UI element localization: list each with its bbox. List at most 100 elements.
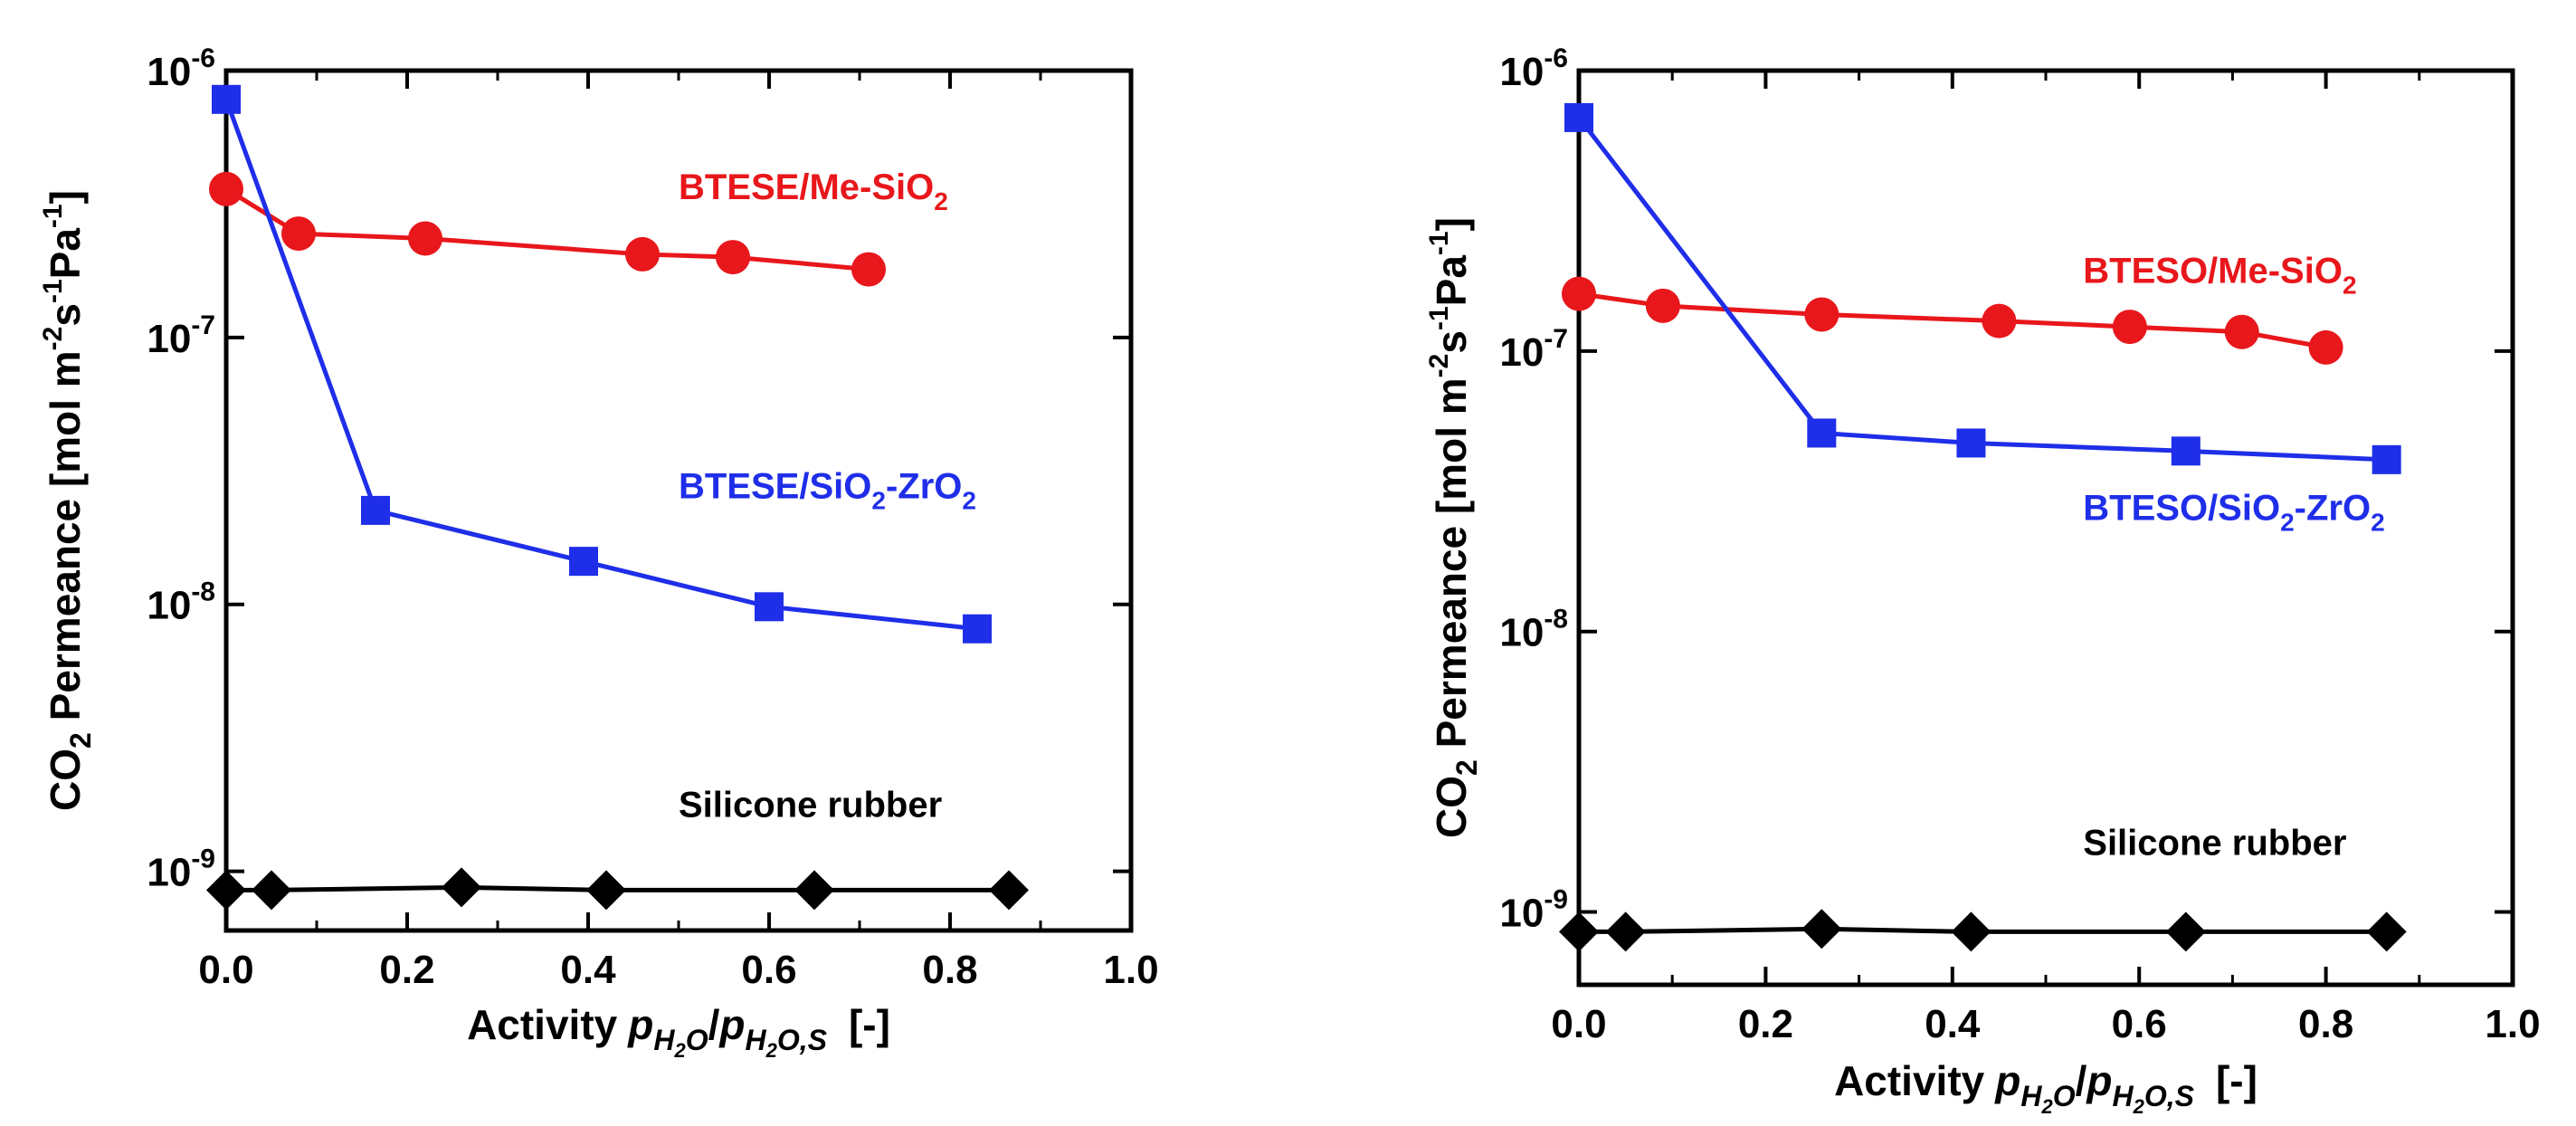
data-point-circle xyxy=(1982,303,2017,339)
y-axis-label-sup: -1 xyxy=(1424,231,1454,255)
y-tick-base: 10 xyxy=(1499,892,1544,936)
series-label-text: -ZrO xyxy=(2295,488,2371,528)
series-label-text: BTESO/SiO xyxy=(2083,488,2280,528)
data-point-circle xyxy=(2112,310,2147,345)
x-axis-label-slash: / xyxy=(2076,1057,2087,1104)
y-tick-exponent: -8 xyxy=(1544,605,1568,635)
x-axis-label-sub: O,S xyxy=(2144,1080,2195,1112)
x-tick-label: 0.2 xyxy=(379,948,434,992)
data-point-square xyxy=(2372,444,2401,474)
x-axis-label-unit: [-] xyxy=(849,1001,890,1048)
series-label-sub: 2 xyxy=(962,486,976,514)
data-point-square xyxy=(1807,418,1837,448)
series-label-text: BTESE/SiO xyxy=(679,466,871,506)
data-point-square xyxy=(212,84,241,114)
data-point-diamond xyxy=(206,870,246,911)
series-label-text: BTESO/Me-SiO xyxy=(2083,252,2343,291)
y-axis-label-sup: -2 xyxy=(1424,354,1454,378)
data-point-diamond xyxy=(442,867,481,908)
y-axis-label: CO2 Permeance [mol m-2s-1Pa-1] xyxy=(38,190,97,811)
data-point-circle xyxy=(1645,288,1680,323)
x-axis-label-p: p xyxy=(626,1001,653,1048)
x-tick-label: 1.0 xyxy=(2485,1002,2540,1046)
y-tick-label: 10-6 xyxy=(1499,43,1568,94)
x-axis-label-text: Activity xyxy=(1834,1057,1985,1104)
data-point-square xyxy=(755,592,784,622)
y-axis-label-sub: 2 xyxy=(1450,759,1483,776)
y-tick-base: 10 xyxy=(147,317,191,361)
y-axis-label-text: s xyxy=(1428,330,1475,354)
x-axis-label-sub: H xyxy=(2112,1080,2134,1112)
series-line xyxy=(1578,291,2327,350)
y-axis-label-text: s xyxy=(42,303,89,327)
panel-left: 0.0 0.2 0.4 0.6 0.8 1.010-910-810-710-6Activi… xyxy=(38,43,1159,1062)
y-axis-label-text: Pa xyxy=(42,228,89,280)
series-label-sub: 2 xyxy=(934,187,948,215)
series-label: BTESE/SiO2-ZrO2 xyxy=(679,466,976,514)
data-point-square xyxy=(361,495,390,525)
x-axis-label-p: p xyxy=(1993,1057,2020,1104)
data-point-circle xyxy=(1804,297,1839,332)
x-axis-label-p: p xyxy=(718,1001,745,1048)
data-point-square xyxy=(2171,436,2201,466)
data-point-square xyxy=(569,547,598,577)
x-axis-label: Activity pH2O/pH2O,S [-] xyxy=(467,1001,890,1062)
y-axis-label-text: ] xyxy=(42,190,89,204)
series-label-sub: 2 xyxy=(2371,508,2385,536)
series-label: BTESO/Me-SiO2 xyxy=(2083,252,2356,300)
y-tick-label: 10-8 xyxy=(147,577,215,628)
x-axis-label-sub: O xyxy=(2053,1080,2076,1112)
x-axis-label-sub: 2 xyxy=(2040,1095,2053,1118)
data-point-diamond xyxy=(1605,911,1646,952)
x-tick-label: 1.0 xyxy=(1103,948,1158,992)
x-tick-label: 0.8 xyxy=(2298,1002,2353,1046)
x-axis-label-sub: H xyxy=(653,1024,675,1056)
y-axis-label-text: ] xyxy=(1428,217,1475,231)
y-tick-label: 10-9 xyxy=(1499,885,1568,936)
data-point-square xyxy=(1956,428,1986,458)
x-tick-label: 0.4 xyxy=(560,948,616,992)
series-label-text: Silicone rubber xyxy=(679,785,942,825)
x-axis-label-unit: [-] xyxy=(2216,1057,2258,1104)
series-label: Silicone rubber xyxy=(2083,823,2346,863)
series-label-text: -ZrO xyxy=(886,466,962,506)
y-axis-label-text: Permeance [mol m xyxy=(1428,377,1475,759)
y-tick-label: 10-8 xyxy=(1499,605,1568,655)
data-point-circle xyxy=(716,240,750,275)
y-tick-exponent: -7 xyxy=(1544,324,1568,354)
x-axis-label-sub: H xyxy=(2020,1080,2042,1112)
data-point-square xyxy=(1564,102,1593,132)
x-tick-label: 0.6 xyxy=(2112,1002,2167,1046)
panel-right: 0.0 0.2 0.4 0.6 0.8 1.010-910-810-710-6Activi… xyxy=(1424,43,2541,1118)
y-tick-label: 10-6 xyxy=(147,43,215,94)
data-point-diamond xyxy=(586,870,626,911)
x-axis-label-sub: O xyxy=(686,1024,708,1056)
data-point-circle xyxy=(281,216,316,252)
x-axis-label-sub: 2 xyxy=(673,1039,686,1062)
y-tick-base: 10 xyxy=(1499,330,1544,375)
data-point-circle xyxy=(209,171,243,206)
data-point-circle xyxy=(2224,314,2259,349)
y-tick-base: 10 xyxy=(1499,611,1544,655)
y-tick-exponent: -7 xyxy=(191,310,215,340)
y-tick-exponent: -9 xyxy=(191,844,215,874)
series-label: BTESE/Me-SiO2 xyxy=(679,167,948,215)
data-point-diamond xyxy=(1801,909,1842,949)
series-label-sub: 2 xyxy=(2343,272,2357,300)
y-axis-label-co: CO xyxy=(1428,776,1475,838)
data-point-diamond xyxy=(2165,911,2206,952)
y-tick-base: 10 xyxy=(147,584,191,628)
y-tick-base: 10 xyxy=(147,851,191,895)
data-point-circle xyxy=(2308,329,2343,365)
series-label: BTESO/SiO2-ZrO2 xyxy=(2083,488,2384,536)
data-point-circle xyxy=(408,221,442,256)
y-tick-base: 10 xyxy=(1499,50,1544,94)
x-axis-label-p: p xyxy=(2085,1057,2112,1104)
data-point-square xyxy=(963,614,992,644)
y-axis-label-text: Pa xyxy=(1428,255,1475,307)
x-axis-label-slash: / xyxy=(708,1001,720,1048)
y-tick-label: 10-9 xyxy=(147,844,215,895)
series-label-sub: 2 xyxy=(2280,508,2295,536)
y-tick-exponent: -6 xyxy=(1544,43,1568,73)
